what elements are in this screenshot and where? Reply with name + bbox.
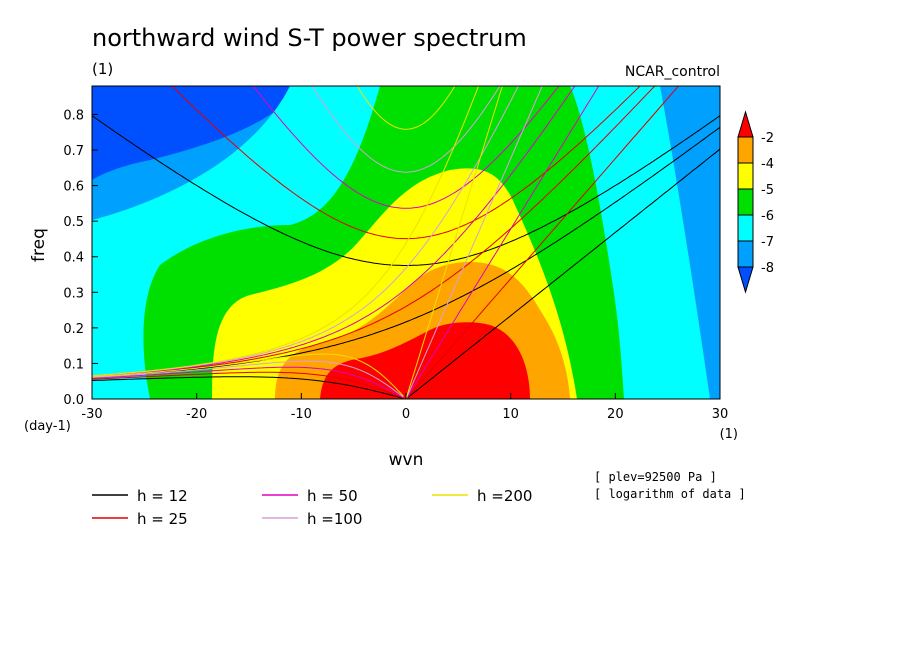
x-axis-unit: (1) bbox=[720, 427, 738, 442]
colorbar-label: -8 bbox=[761, 261, 774, 276]
legend: h = 12 h = 25 h = 50 h =100 h =200 bbox=[92, 487, 532, 528]
y-tick-label: 0.3 bbox=[63, 286, 84, 301]
dispersion-curves bbox=[92, 86, 720, 399]
mixed-rossby-gravity-curve bbox=[92, 86, 576, 377]
y-tick-label: 0.0 bbox=[63, 393, 84, 408]
y-tick-label: 0.8 bbox=[63, 108, 84, 123]
colorbar-label: -6 bbox=[761, 209, 774, 224]
y-tick-label: 0.2 bbox=[63, 322, 84, 337]
x-tick-label: -30 bbox=[81, 407, 102, 422]
annotation-plev: [ plev=92500 Pa ] bbox=[594, 470, 717, 484]
band-red bbox=[320, 322, 530, 399]
mixed-rossby-gravity-curve bbox=[92, 126, 720, 378]
colorbar-label: -7 bbox=[761, 235, 774, 250]
y-axis: 0.0 0.1 0.2 0.3 0.4 0.5 0.6 0.7 0.8 bbox=[63, 108, 98, 408]
colorbar-label: -2 bbox=[761, 131, 774, 146]
colorbar-top-arrow bbox=[737, 110, 754, 138]
y-tick-label: 0.5 bbox=[63, 215, 84, 230]
x-axis: -30 -20 -10 0 10 20 30 bbox=[81, 393, 728, 422]
chart-subtitle-right: NCAR_control bbox=[625, 64, 720, 80]
annotation-logarithm: [ logarithm of data ] bbox=[594, 487, 746, 501]
mixed-rossby-gravity-curve bbox=[92, 86, 519, 377]
colorbar-segment bbox=[737, 240, 754, 268]
y-tick-label: 0.7 bbox=[63, 144, 84, 159]
x-tick-label: -10 bbox=[291, 407, 312, 422]
inertia-gravity-curve bbox=[171, 86, 641, 240]
colorbar-segment bbox=[737, 162, 754, 190]
kelvin-curve bbox=[405, 86, 543, 399]
inertia-gravity-curve bbox=[252, 86, 560, 209]
kelvin-curve bbox=[405, 148, 720, 399]
chart-title: northward wind S-T power spectrum bbox=[92, 24, 527, 52]
inertia-gravity-curve bbox=[356, 86, 456, 130]
rossby-curve bbox=[92, 360, 404, 398]
colorbar-bottom-arrow bbox=[737, 266, 754, 294]
rossby-curve bbox=[92, 371, 404, 399]
x-tick-label: -20 bbox=[186, 407, 207, 422]
kelvin-curve bbox=[405, 86, 503, 399]
legend-label: h = 12 bbox=[137, 487, 188, 505]
x-tick-label: 20 bbox=[607, 407, 624, 422]
y-axis-label: freq bbox=[29, 228, 49, 262]
colorbar-label: -5 bbox=[761, 183, 774, 198]
colorbar-segment bbox=[737, 214, 754, 242]
chart-subtitle-left: (1) bbox=[92, 60, 113, 78]
legend-label: h =100 bbox=[307, 510, 362, 528]
plot-area bbox=[92, 86, 720, 399]
kelvin-curve bbox=[405, 86, 680, 399]
mixed-rossby-gravity-curve bbox=[92, 86, 656, 378]
rossby-curve bbox=[92, 376, 404, 399]
x-axis-label: wvn bbox=[389, 450, 424, 470]
mixed-rossby-gravity-curve bbox=[92, 86, 480, 377]
colorbar-label: -4 bbox=[761, 157, 774, 172]
colorbar-segment bbox=[737, 188, 754, 216]
x-tick-label: 10 bbox=[502, 407, 519, 422]
kelvin-curve bbox=[405, 86, 600, 399]
y-axis-unit: (day-1) bbox=[24, 419, 71, 434]
colorbar: -2 -4 -5 -6 -7 -8 bbox=[737, 110, 774, 294]
legend-label: h = 25 bbox=[137, 510, 188, 528]
rossby-curve bbox=[92, 353, 404, 397]
colorbar-segment bbox=[737, 136, 754, 164]
rossby-curve bbox=[92, 366, 404, 399]
band-deep-blue bbox=[92, 86, 300, 180]
x-tick-label: 0 bbox=[402, 407, 410, 422]
y-tick-label: 0.4 bbox=[63, 251, 84, 266]
legend-label: h = 50 bbox=[307, 487, 358, 505]
x-tick-label: 30 bbox=[712, 407, 729, 422]
y-tick-label: 0.6 bbox=[63, 180, 84, 195]
legend-label: h =200 bbox=[477, 487, 532, 505]
inertia-gravity-curve bbox=[92, 115, 720, 266]
inertia-gravity-curve bbox=[311, 86, 501, 173]
y-tick-label: 0.1 bbox=[63, 357, 84, 372]
